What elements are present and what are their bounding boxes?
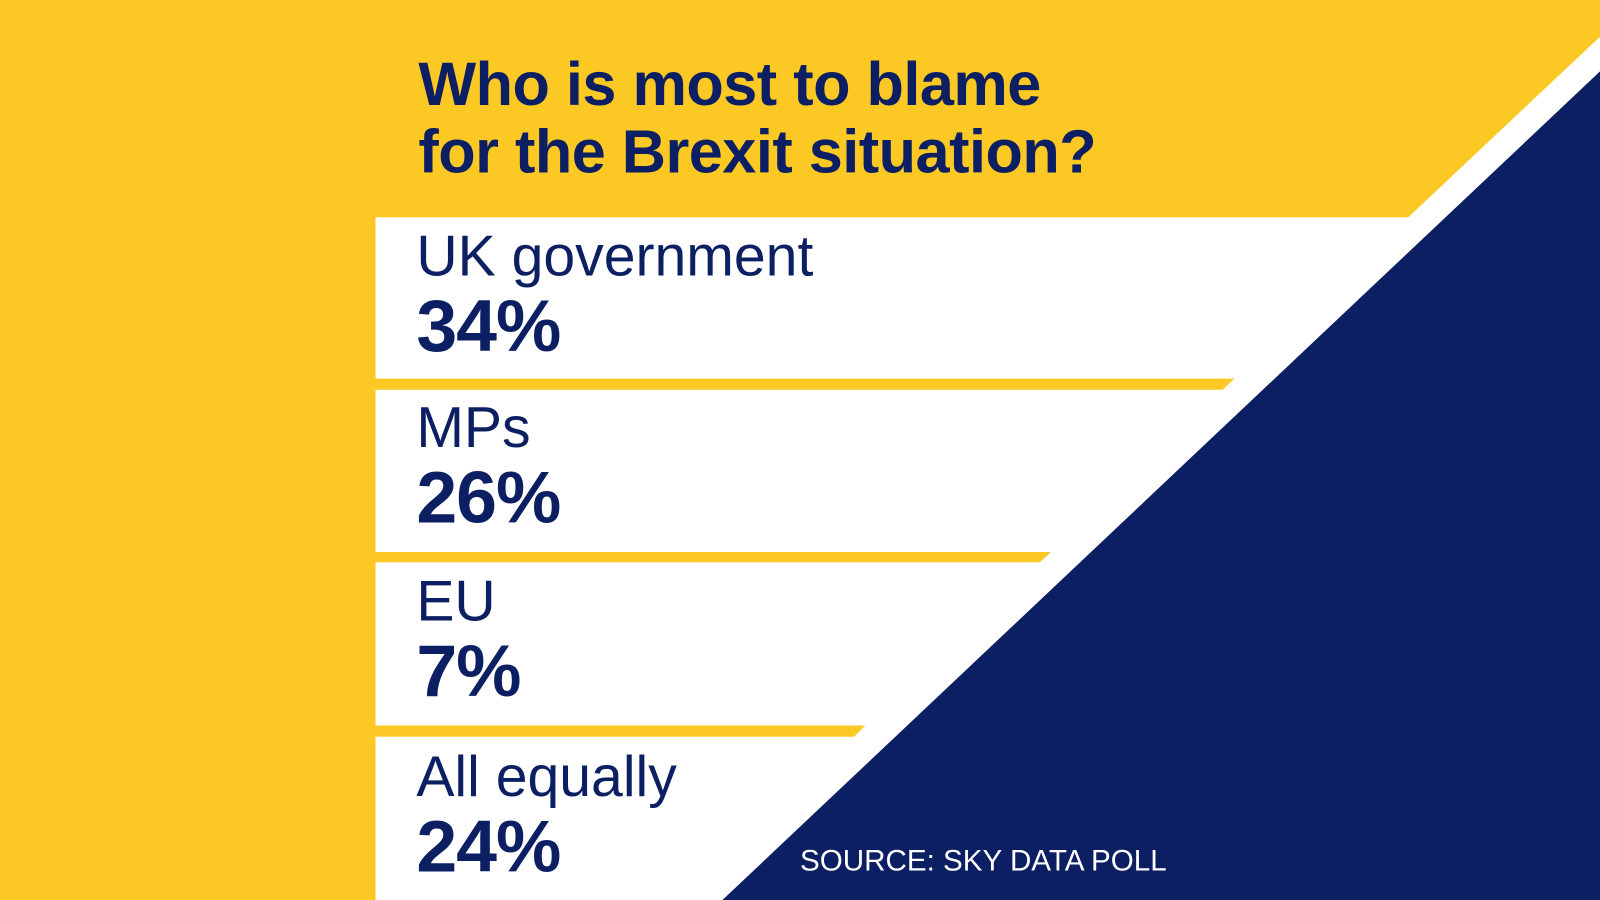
value-label: 24% [416,806,561,888]
divider-stripe [375,552,1052,563]
divider-stripe [375,725,866,737]
category-label: MPs [416,394,531,460]
value-label: 26% [416,457,561,539]
divider-stripe [375,378,1235,390]
category-label: All equally [416,743,677,809]
chart-title: Who is most to blame for the Brexit situ… [418,51,1096,186]
title-line-2: for the Brexit situation? [418,117,1097,186]
result-row: EU 7% [416,568,521,713]
result-row: MPs 26% [416,394,561,539]
title-line-1: Who is most to blame [418,49,1041,119]
result-row: All equally 24% [416,743,677,888]
value-label: 34% [416,285,561,368]
source-note: SOURCE: SKY DATA POLL [799,844,1167,878]
value-label: 7% [416,630,521,713]
category-label: EU [416,568,496,633]
category-label: UK government [416,223,814,288]
result-row: UK government 34% [416,223,814,368]
